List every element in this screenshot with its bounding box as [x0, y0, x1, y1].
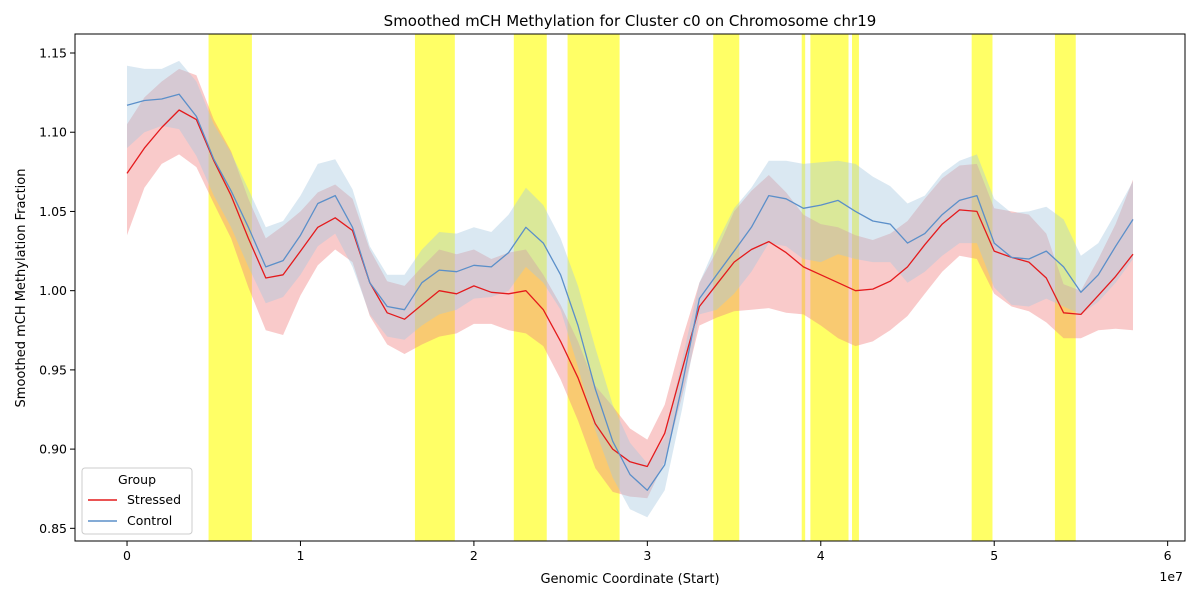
- series-lines: [126, 93, 1134, 491]
- x-axis: 0 1 2 3 4 5 6: [123, 541, 1172, 563]
- highlight-region: [414, 34, 455, 541]
- y-tick-label: 1.00: [39, 283, 67, 298]
- y-tick-label: 1.10: [39, 125, 67, 140]
- chart-title: Smoothed mCH Methylation for Cluster c0 …: [384, 12, 877, 30]
- x-tick-label: 4: [817, 548, 825, 563]
- x-tick-label: 3: [643, 548, 651, 563]
- plot-frame: [74, 33, 1186, 542]
- y-axis: 0.85 0.90 0.95 1.00 1.05 1.10 1.15: [39, 46, 75, 536]
- highlight-region: [971, 34, 993, 541]
- highlight-region: [208, 34, 252, 541]
- y-tick-label: 1.05: [39, 204, 67, 219]
- y-tick-label: 0.85: [39, 521, 67, 536]
- y-tick-label: 0.95: [39, 362, 67, 377]
- legend: Group Stressed Control: [81, 467, 193, 535]
- x-axis-label: Genomic Coordinate (Start): [540, 572, 719, 587]
- legend-label-control: Control: [127, 513, 172, 528]
- highlight-region: [713, 34, 740, 541]
- x-tick-label: 0: [123, 548, 131, 563]
- highlight-regions: [208, 34, 1076, 541]
- highlight-region: [852, 34, 859, 541]
- y-tick-label: 1.15: [39, 46, 67, 61]
- highlight-region: [513, 34, 547, 541]
- legend-title: Group: [118, 472, 156, 487]
- legend-box: [81, 467, 193, 535]
- band-stressed: [127, 68, 1133, 499]
- y-tick-label: 0.90: [39, 442, 67, 457]
- confidence-bands: [127, 60, 1133, 518]
- series-line-stressed: [126, 109, 1134, 468]
- x-offset-label: 1e7: [1159, 569, 1183, 584]
- highlight-region: [801, 34, 806, 541]
- highlight-region: [1054, 34, 1076, 541]
- legend-label-stressed: Stressed: [127, 492, 181, 507]
- x-tick-label: 2: [470, 548, 478, 563]
- highlight-region: [567, 34, 620, 541]
- series-line-control: [126, 93, 1134, 491]
- highlight-region: [810, 34, 849, 541]
- x-tick-label: 1: [296, 548, 304, 563]
- x-tick-label: 6: [1164, 548, 1172, 563]
- plot-area: [126, 34, 1134, 541]
- x-tick-label: 5: [990, 548, 998, 563]
- y-axis-label: Smoothed mCH Methylation Fraction: [14, 169, 29, 408]
